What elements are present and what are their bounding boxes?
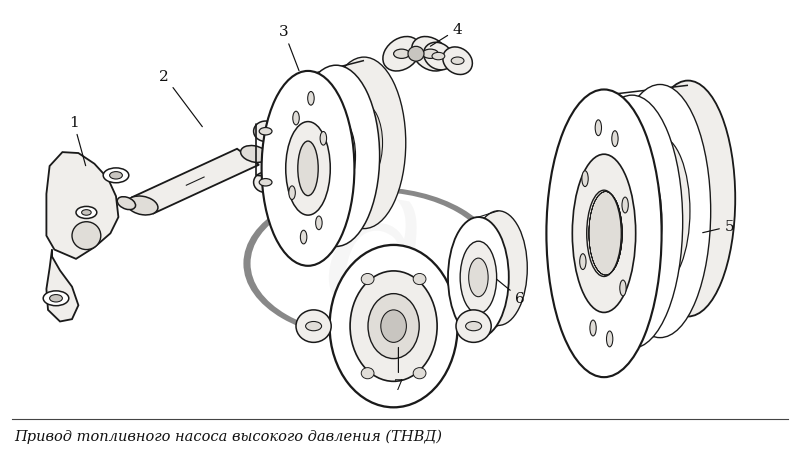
Ellipse shape	[262, 72, 354, 266]
Ellipse shape	[582, 171, 588, 187]
Ellipse shape	[368, 294, 419, 359]
Ellipse shape	[582, 96, 682, 349]
Ellipse shape	[322, 58, 406, 229]
Ellipse shape	[346, 105, 382, 182]
Ellipse shape	[308, 92, 314, 106]
Polygon shape	[46, 250, 78, 322]
Ellipse shape	[586, 191, 622, 277]
Ellipse shape	[118, 197, 135, 210]
Ellipse shape	[460, 242, 497, 314]
Polygon shape	[131, 150, 259, 214]
Ellipse shape	[606, 332, 613, 347]
Text: 2: 2	[159, 69, 202, 127]
Text: 3: 3	[279, 25, 299, 71]
Ellipse shape	[72, 222, 101, 250]
Ellipse shape	[602, 148, 662, 297]
Ellipse shape	[469, 258, 488, 297]
Polygon shape	[46, 153, 118, 259]
Ellipse shape	[572, 155, 636, 313]
Ellipse shape	[641, 81, 735, 317]
Ellipse shape	[289, 187, 295, 200]
Ellipse shape	[330, 245, 458, 407]
Ellipse shape	[612, 131, 618, 147]
Ellipse shape	[408, 47, 424, 62]
Ellipse shape	[595, 120, 602, 136]
Circle shape	[43, 291, 69, 306]
Circle shape	[466, 322, 482, 331]
Ellipse shape	[448, 218, 509, 338]
Ellipse shape	[413, 368, 426, 379]
Ellipse shape	[241, 146, 268, 163]
Ellipse shape	[254, 122, 278, 142]
Ellipse shape	[350, 271, 437, 382]
Ellipse shape	[286, 122, 330, 216]
Circle shape	[422, 50, 438, 59]
Ellipse shape	[413, 274, 426, 285]
Ellipse shape	[630, 137, 690, 286]
Ellipse shape	[470, 211, 527, 326]
Ellipse shape	[127, 197, 158, 215]
Circle shape	[110, 172, 122, 180]
Ellipse shape	[610, 85, 710, 338]
Circle shape	[76, 207, 97, 219]
Circle shape	[50, 295, 62, 302]
Text: 7: 7	[394, 348, 403, 392]
Circle shape	[451, 58, 464, 65]
Ellipse shape	[580, 254, 586, 270]
Text: Привод топливного насоса высокого давления (ТНВД): Привод топливного насоса высокого давлен…	[14, 429, 442, 444]
Ellipse shape	[412, 38, 449, 72]
Ellipse shape	[383, 38, 420, 72]
Circle shape	[259, 179, 272, 187]
Text: 6: 6	[497, 280, 525, 306]
Ellipse shape	[456, 310, 491, 343]
Ellipse shape	[320, 132, 326, 146]
Ellipse shape	[300, 231, 307, 244]
Circle shape	[432, 53, 445, 61]
Text: 4: 4	[430, 23, 462, 47]
Circle shape	[394, 50, 410, 59]
Ellipse shape	[590, 320, 596, 336]
Ellipse shape	[620, 281, 626, 296]
Ellipse shape	[317, 116, 355, 197]
Ellipse shape	[546, 90, 662, 377]
Ellipse shape	[362, 368, 374, 379]
Ellipse shape	[298, 142, 318, 196]
Ellipse shape	[622, 198, 628, 213]
Ellipse shape	[293, 112, 299, 125]
Ellipse shape	[424, 43, 453, 71]
Ellipse shape	[362, 274, 374, 285]
Ellipse shape	[316, 217, 322, 230]
Ellipse shape	[296, 310, 331, 343]
Ellipse shape	[254, 173, 278, 193]
Ellipse shape	[443, 48, 472, 75]
Circle shape	[306, 322, 322, 331]
Circle shape	[259, 128, 272, 136]
Text: 1: 1	[69, 116, 86, 166]
Circle shape	[103, 169, 129, 183]
Circle shape	[82, 210, 91, 216]
Ellipse shape	[381, 310, 406, 343]
Text: д: д	[322, 187, 422, 341]
Ellipse shape	[292, 66, 380, 247]
Text: 5: 5	[702, 220, 734, 234]
